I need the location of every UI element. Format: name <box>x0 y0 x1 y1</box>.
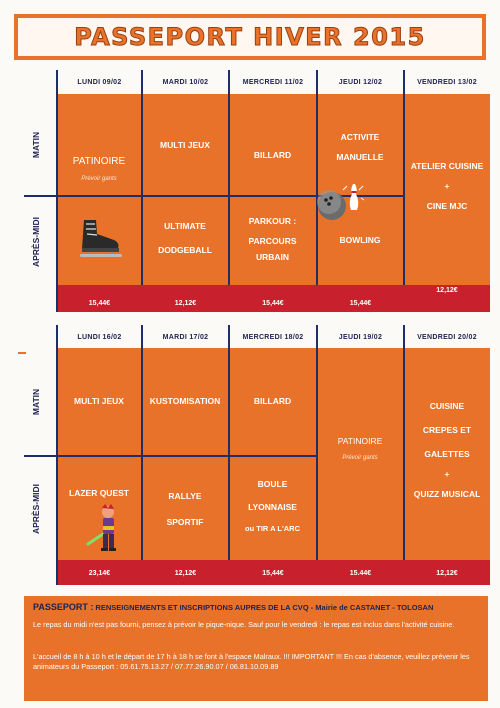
week2-label-apres-midi: APRÈS-MIDI <box>31 483 41 535</box>
week1-header-mercredi: MERCREDI 11/02 <box>242 78 304 86</box>
info-heading: PASSEPORT : RENSEIGNEMENTS ET INSCRIPTIO… <box>33 602 433 612</box>
grid-line <box>228 325 230 560</box>
week1-price-mercredi: 15,44€ <box>262 299 284 307</box>
week2-vendredi-cell: CUISINE CREPES ET GALETTES + QUIZZ MUSIC… <box>413 400 481 500</box>
week1-header-jeudi: JEUDI 12/02 <box>338 78 383 86</box>
bowling-icon <box>317 184 365 220</box>
week1-mardi-matin: MULTI JEUX <box>160 139 210 150</box>
week2-mardi-apres-midi: RALLYE SPORTIF <box>166 490 204 527</box>
week2-mardi-matin: KUSTOMISATION <box>149 395 221 406</box>
grid-line <box>403 325 405 560</box>
week2-price-mercredi: 15,44€ <box>262 569 284 577</box>
week1-jeudi-apres-midi: BOWLING <box>339 234 381 245</box>
laser-fighter-icon <box>86 504 116 551</box>
week1-vendredi-cell: ATELIER CUISINE + CINE MJC <box>410 160 484 212</box>
week2-price-mardi: 12,12€ <box>174 569 197 577</box>
week1-mercredi-apres-midi: PARKOUR : PARCOURS URBAIN <box>248 216 297 262</box>
week1-price-lundi: 15,44€ <box>88 299 111 307</box>
grid-line <box>403 70 405 285</box>
week1-price-vendredi: 12,12€ <box>436 286 458 294</box>
info-heading-bold: PASSEPORT : <box>33 602 94 612</box>
week2-header-jeudi: JEUDI 19/02 <box>338 333 383 341</box>
grid-line <box>56 70 58 312</box>
info-paragraph-schedule: L'accueil de 8 h à 10 h et le départ de … <box>33 652 470 671</box>
grid-line <box>24 455 318 457</box>
title-banner: PASSEPORT HIVER 2015 <box>14 14 486 60</box>
week2-price-vendredi: 12,12€ <box>436 569 458 577</box>
info-paragraph-meals: Le repas du midi n'est pas fourni, pense… <box>33 620 455 629</box>
week2-price-band <box>57 560 490 585</box>
ice-skate-icon <box>80 220 122 257</box>
grid-line <box>316 70 318 285</box>
week2-mercredi-matin: BILLARD <box>253 395 292 406</box>
week2-price-lundi: 23,14€ <box>88 569 111 577</box>
week2-lundi-matin: MULTI JEUX <box>74 395 124 406</box>
dash-mark <box>18 352 26 354</box>
week1-label-apres-midi: APRÈS-MIDI <box>31 216 41 268</box>
week1-mardi-apres-midi: ULTIMATE DODGEBALL <box>158 220 212 255</box>
info-heading-rest: RENSEIGNEMENTS ET INSCRIPTIONS AUPRES DE… <box>93 603 434 612</box>
week1-jeudi-matin: ACTIVITE MANUELLE <box>336 131 384 162</box>
week1-header-lundi: LUNDI 09/02 <box>77 78 122 86</box>
grid-line <box>141 70 143 285</box>
title-inner: PASSEPORT HIVER 2015 <box>18 18 482 56</box>
grid-line <box>316 325 318 560</box>
week1-price-band <box>57 285 490 312</box>
week2-header-mardi: MARDI 17/02 <box>162 333 209 341</box>
week1-mercredi-matin: BILLARD <box>253 149 292 160</box>
week2-grid <box>57 348 490 560</box>
week1-lundi-cell: PATINOIRE Prévoir gants <box>72 156 126 183</box>
week1-price-jeudi: 15,44€ <box>349 299 372 307</box>
week2-jeudi-cell: PATINOIRE Prévoir gants <box>337 436 383 461</box>
grid-line <box>24 195 404 197</box>
week1-header-vendredi: VENDREDI 13/02 <box>417 78 477 86</box>
week2-header-vendredi: VENDREDI 20/02 <box>417 333 477 341</box>
week1-grid <box>57 94 490 285</box>
grid-line <box>141 325 143 560</box>
week1-price-mardi: 12,12€ <box>174 299 197 307</box>
week1-header-mardi: MARDI 10/02 <box>162 78 209 86</box>
week2-price-jeudi: 15.44€ <box>349 569 372 577</box>
week2-header-lundi: LUNDI 16/02 <box>77 333 122 341</box>
week2-header-mercredi: MERCREDI 18/02 <box>242 333 304 341</box>
week2-mercredi-apres-midi: BOULE LYONNAISE ou TIR A L'ARC <box>245 479 300 533</box>
week2-label-matin: MATIN <box>31 388 41 416</box>
info-box: PASSEPORT : RENSEIGNEMENTS ET INSCRIPTIO… <box>24 596 488 701</box>
week1-label-matin: MATIN <box>31 131 41 159</box>
week2-lundi-apres-midi: LAZER QUEST <box>69 487 129 498</box>
grid-line <box>228 70 230 285</box>
page-title: PASSEPORT HIVER 2015 <box>74 23 426 52</box>
